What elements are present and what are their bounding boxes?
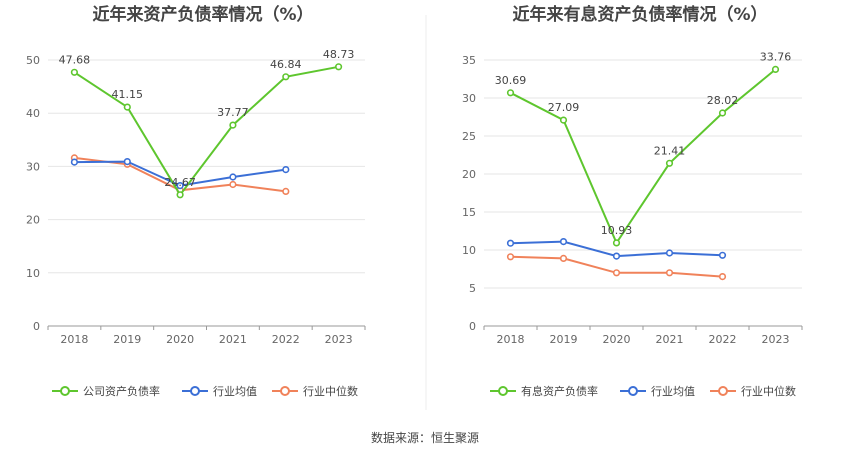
x-tick-label: 2019 — [550, 333, 578, 346]
chart-title: 近年来资产负债率情况（%） — [92, 4, 313, 25]
data-point-median[interactable] — [229, 180, 237, 189]
data-point-avg[interactable] — [282, 166, 290, 174]
legend-item-avg[interactable]: 行业均值 — [620, 385, 695, 398]
data-point-median[interactable] — [665, 269, 674, 277]
data-point-primary[interactable] — [282, 73, 290, 81]
legend-marker-icon — [280, 386, 290, 396]
y-tick-label: 10 — [462, 244, 476, 257]
data-point-primary[interactable] — [506, 89, 515, 97]
data-point-primary[interactable] — [176, 191, 184, 199]
data-point-primary[interactable] — [335, 63, 343, 71]
legend-marker-icon — [718, 386, 728, 396]
x-tick-label: 2023 — [762, 333, 790, 346]
data-point-avg[interactable] — [559, 238, 568, 246]
x-tick-label: 2018 — [60, 333, 88, 346]
chart-title: 近年来有息资产负债率情况（%） — [512, 4, 767, 25]
data-point-median[interactable] — [559, 254, 568, 262]
legend-marker-icon — [628, 386, 638, 396]
x-tick-label: 2020 — [166, 333, 194, 346]
data-label: 46.84 — [270, 58, 302, 71]
data-label: 47.68 — [59, 53, 91, 66]
y-tick-label: 20 — [26, 214, 40, 227]
x-tick-label: 2020 — [603, 333, 631, 346]
y-tick-label: 15 — [462, 206, 476, 219]
chart-debt-ratio: 近年来资产负债率情况（%） 0 10 20 30 40 50 2018 2019 2020 2021… — [26, 4, 366, 398]
data-label: 41.15 — [112, 88, 144, 101]
legend-item-median[interactable]: 行业中位数 — [272, 384, 358, 398]
data-point-median[interactable] — [506, 253, 515, 261]
data-label: 33.76 — [760, 50, 792, 63]
x-tick-label: 2022 — [272, 333, 300, 346]
y-tick-label: 5 — [469, 282, 476, 295]
y-tick-label: 25 — [462, 130, 476, 143]
data-point-primary[interactable] — [123, 103, 131, 111]
data-point-avg[interactable] — [612, 252, 621, 260]
legend-marker-icon — [498, 386, 508, 396]
data-label: 37.77 — [217, 106, 249, 119]
x-tick-label: 2019 — [113, 333, 141, 346]
data-point-avg[interactable] — [70, 158, 78, 166]
data-label: 27.09 — [548, 101, 580, 114]
data-point-primary[interactable] — [771, 65, 780, 73]
data-label: 30.69 — [495, 74, 527, 87]
data-label: 21.41 — [654, 144, 686, 157]
data-point-avg[interactable] — [506, 239, 515, 247]
data-point-avg[interactable] — [176, 182, 184, 190]
data-point-avg[interactable] — [665, 249, 674, 257]
series-line-primary — [510, 68, 777, 245]
legend-item-avg[interactable]: 行业均值 — [182, 385, 257, 398]
x-tick-label: 2023 — [325, 333, 353, 346]
legend-label: 行业中位数 — [303, 384, 358, 398]
data-point-avg[interactable] — [718, 251, 727, 259]
legend-label: 有息资产负债率 — [521, 384, 598, 398]
legend-item-primary[interactable]: 有息资产负债率 — [490, 384, 598, 398]
y-tick-label: 30 — [26, 160, 40, 173]
x-tick-label: 2021 — [219, 333, 247, 346]
data-point-primary[interactable] — [612, 239, 621, 247]
y-tick-label: 35 — [462, 54, 476, 67]
data-point-primary[interactable] — [559, 116, 568, 124]
y-tick-label: 50 — [26, 54, 40, 67]
y-tick-label: 10 — [26, 267, 40, 280]
data-label: 28.02 — [707, 94, 739, 107]
y-tick-label: 0 — [33, 320, 40, 333]
data-point-avg[interactable] — [123, 158, 131, 166]
data-point-median[interactable] — [612, 269, 621, 277]
data-point-avg[interactable] — [229, 173, 237, 181]
data-label: 10.93 — [601, 224, 633, 237]
data-label: 24.67 — [164, 176, 196, 189]
x-tick-label: 2022 — [709, 333, 737, 346]
legend-marker-icon — [190, 386, 200, 396]
x-tick-label: 2021 — [656, 333, 684, 346]
legend-item-median[interactable]: 行业中位数 — [710, 384, 796, 398]
legend-label: 行业中位数 — [741, 384, 796, 398]
y-tick-label: 20 — [462, 168, 476, 181]
legend-marker-icon — [60, 386, 70, 396]
legend-label: 行业均值 — [213, 385, 257, 398]
legend-label: 行业均值 — [651, 385, 695, 398]
data-label: 48.73 — [323, 48, 355, 61]
chart-interest-debt-ratio: 近年来有息资产负债率情况（%） 0 5 10 15 20 25 30 35 2018 2019 202… — [462, 4, 803, 398]
x-tick-label: 2018 — [497, 333, 525, 346]
data-point-primary[interactable] — [718, 109, 727, 117]
data-point-primary[interactable] — [229, 121, 237, 129]
data-source: 数据来源：恒生聚源 — [371, 430, 479, 445]
y-tick-label: 30 — [462, 92, 476, 105]
legend-label: 公司资产负债率 — [83, 384, 160, 398]
data-point-primary[interactable] — [665, 159, 674, 167]
legend-item-primary[interactable]: 公司资产负债率 — [52, 384, 160, 398]
series-line-primary — [73, 65, 339, 197]
data-point-median[interactable] — [718, 273, 727, 281]
y-tick-label: 0 — [469, 320, 476, 333]
data-point-median[interactable] — [282, 187, 290, 195]
y-tick-label: 40 — [26, 107, 40, 120]
data-point-primary[interactable] — [70, 68, 78, 76]
